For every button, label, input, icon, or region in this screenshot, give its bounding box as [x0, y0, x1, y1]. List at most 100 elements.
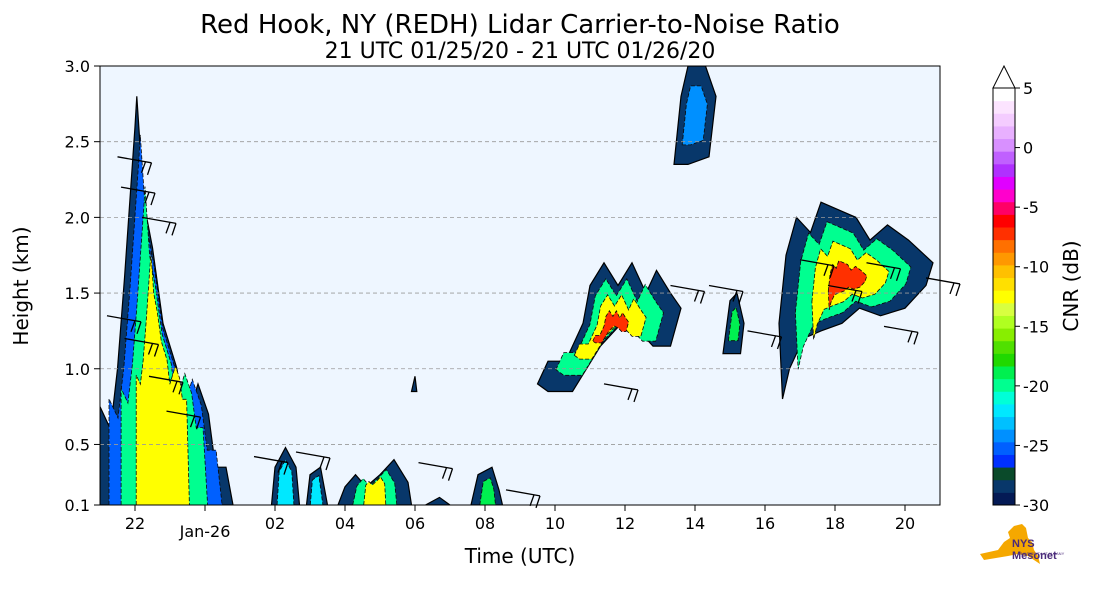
colorbar-segment [993, 264, 1015, 279]
cnr-contour-level [479, 477, 496, 505]
cnr-contour-level [309, 474, 324, 505]
x-tick-label: Jan-26 [179, 522, 231, 541]
x-tick-label: 02 [265, 514, 285, 533]
wind-barb [418, 461, 454, 481]
colorbar-segment [993, 454, 1015, 468]
wind-barb [747, 330, 783, 350]
cnr-region-low-cloud-02 [270, 446, 301, 505]
colorbar-tick-label: -5 [1023, 198, 1039, 217]
colorbar-segment [993, 290, 1015, 304]
x-axis-label: Time (UTC) [464, 544, 576, 568]
x-tick-label: 10 [545, 514, 565, 533]
plot-area [100, 66, 940, 505]
colorbar-label: CNR (dB) [1059, 240, 1083, 331]
colorbar-segment [993, 378, 1015, 392]
y-axis-ticks: 0.1 0.5 1.0 1.5 2.0 2.5 3.0 [65, 57, 100, 515]
wind-barb [141, 216, 177, 236]
colorbar-segment [993, 315, 1015, 329]
colorbar-tick-label: -30 [1023, 496, 1049, 515]
wind-barb [106, 315, 142, 334]
colorbar-tick-label: -20 [1023, 377, 1049, 396]
colorbar-segment [993, 391, 1015, 405]
wind-barb [166, 410, 202, 430]
cnr-contour-level [592, 309, 630, 344]
x-tick-label: 08 [475, 514, 495, 533]
wind-barb [827, 284, 863, 304]
colorbar-segment [993, 151, 1015, 165]
colorbar-segment [993, 302, 1015, 316]
wind-barbs [106, 156, 961, 509]
chart-subtitle: 21 UTC 01/25/20 - 21 UTC 01/26/20 [325, 39, 716, 64]
colorbar-segment [993, 366, 1015, 380]
colorbar-tick-label: -15 [1023, 317, 1049, 336]
x-tick-label: 06 [405, 514, 425, 533]
cnr-contour-level [410, 376, 418, 393]
colorbar-tick-label: 0 [1023, 139, 1033, 158]
colorbar-tick-label: -25 [1023, 436, 1049, 455]
axes [99, 65, 941, 506]
colorbar-segment [993, 239, 1015, 253]
wind-barb [670, 284, 706, 304]
colorbar-segment [993, 416, 1015, 430]
colorbar-segment [993, 403, 1015, 418]
colorbar-segment [993, 163, 1015, 177]
cnr-contour-level [727, 306, 741, 342]
x-tick-label: 22 [125, 514, 145, 533]
wind-barb [117, 156, 153, 176]
wind-barb [148, 375, 184, 395]
colorbar-segment [993, 100, 1015, 114]
colorbar-segment [993, 201, 1015, 215]
wind-barb [603, 383, 639, 403]
colorbar-segment [993, 214, 1015, 228]
wind-barb [253, 455, 289, 475]
colorbar-segment [993, 176, 1015, 190]
wind-barb [124, 337, 160, 357]
wind-barb [120, 186, 156, 206]
y-tick-label: 3.0 [65, 57, 90, 76]
y-tick-label: 1.0 [65, 360, 90, 379]
plot-frame [99, 65, 941, 506]
colorbar-tick-label: 5 [1023, 79, 1033, 98]
wind-barb [708, 284, 744, 304]
x-tick-label: 12 [615, 514, 635, 533]
chart-title: Red Hook, NY (REDH) Lidar Carrier-to-Noi… [200, 10, 840, 40]
wind-barb [866, 262, 902, 281]
colorbar-segment [993, 125, 1015, 140]
x-tick-label: 18 [825, 514, 845, 533]
cnr-region-cloud-16-20 [778, 201, 934, 400]
y-tick-label: 0.5 [65, 435, 90, 454]
colorbar-segment [993, 479, 1015, 493]
colorbar-segment [993, 441, 1015, 455]
nys-mesonet-logo: NYS Mesonet UNIVERSITY AT ALBANY [978, 520, 1078, 568]
colorbar-segment [993, 467, 1015, 481]
cnr-region-early-plume [100, 96, 234, 505]
y-tick-label: 2.5 [65, 133, 90, 152]
x-tick-label: 20 [895, 514, 915, 533]
cnr-contour-level [363, 476, 387, 505]
colorbar-segment [993, 252, 1015, 266]
y-axis-label: Height (km) [9, 226, 33, 345]
colorbar-segment [993, 328, 1015, 342]
colorbar-segment [993, 227, 1015, 241]
wind-barb [295, 451, 331, 471]
cnr-contour-level [425, 496, 452, 505]
x-axis-ticks: 22 Jan-26 02 04 06 08 10 12 14 16 18 20 [125, 505, 915, 541]
colorbar-segment [993, 429, 1015, 443]
colorbar-tick-label: -10 [1023, 258, 1049, 277]
colorbar-frame [992, 87, 1016, 506]
wind-barb [883, 325, 919, 345]
colorbar-ticks: 5 0 -5 -10 -15 -20 -25 -30 [1015, 79, 1049, 515]
colorbar-segment [993, 353, 1015, 367]
cnr-region-speck-06 [410, 376, 418, 393]
x-tick-label: 16 [755, 514, 775, 533]
logo-text: NYS Mesonet [1012, 538, 1057, 562]
cnr-region-high-cloud-14 [673, 66, 717, 165]
colorbar-segment [993, 138, 1015, 152]
cnr-contour-level [276, 458, 295, 505]
wind-barb [925, 277, 961, 297]
cnr-region-low-cloud-04 [337, 458, 413, 505]
cnr-contour-level [681, 85, 708, 146]
colorbar-segment [993, 340, 1015, 354]
y-tick-label: 2.0 [65, 208, 90, 227]
